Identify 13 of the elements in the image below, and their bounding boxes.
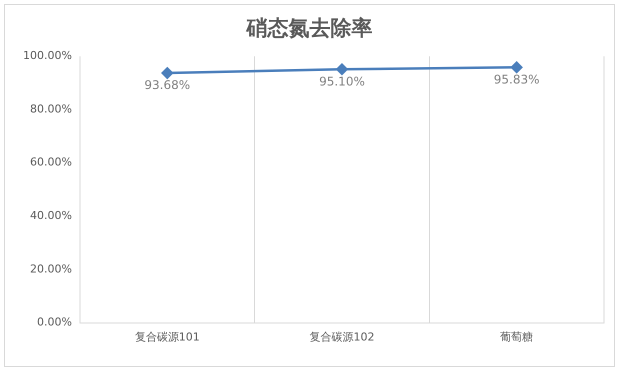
y-tick-label: 100.00% [22,49,72,62]
data-label: 93.68% [144,78,190,92]
x-tick-label: 葡萄糖 [500,330,534,344]
chart-title: 硝态氮去除率 [246,15,372,40]
x-tick-label: 复合碳源102 [309,330,374,344]
data-label: 95.10% [319,74,365,88]
y-tick-label: 20.00% [30,262,72,276]
data-label: 95.83% [494,72,540,86]
y-tick-label: 40.00% [30,209,72,222]
y-tick-label: 80.00% [30,102,72,116]
y-tick-label: 0.00% [36,316,72,329]
y-tick-label: 60.00% [30,156,72,169]
x-tick-label: 复合碳源101 [134,330,200,344]
